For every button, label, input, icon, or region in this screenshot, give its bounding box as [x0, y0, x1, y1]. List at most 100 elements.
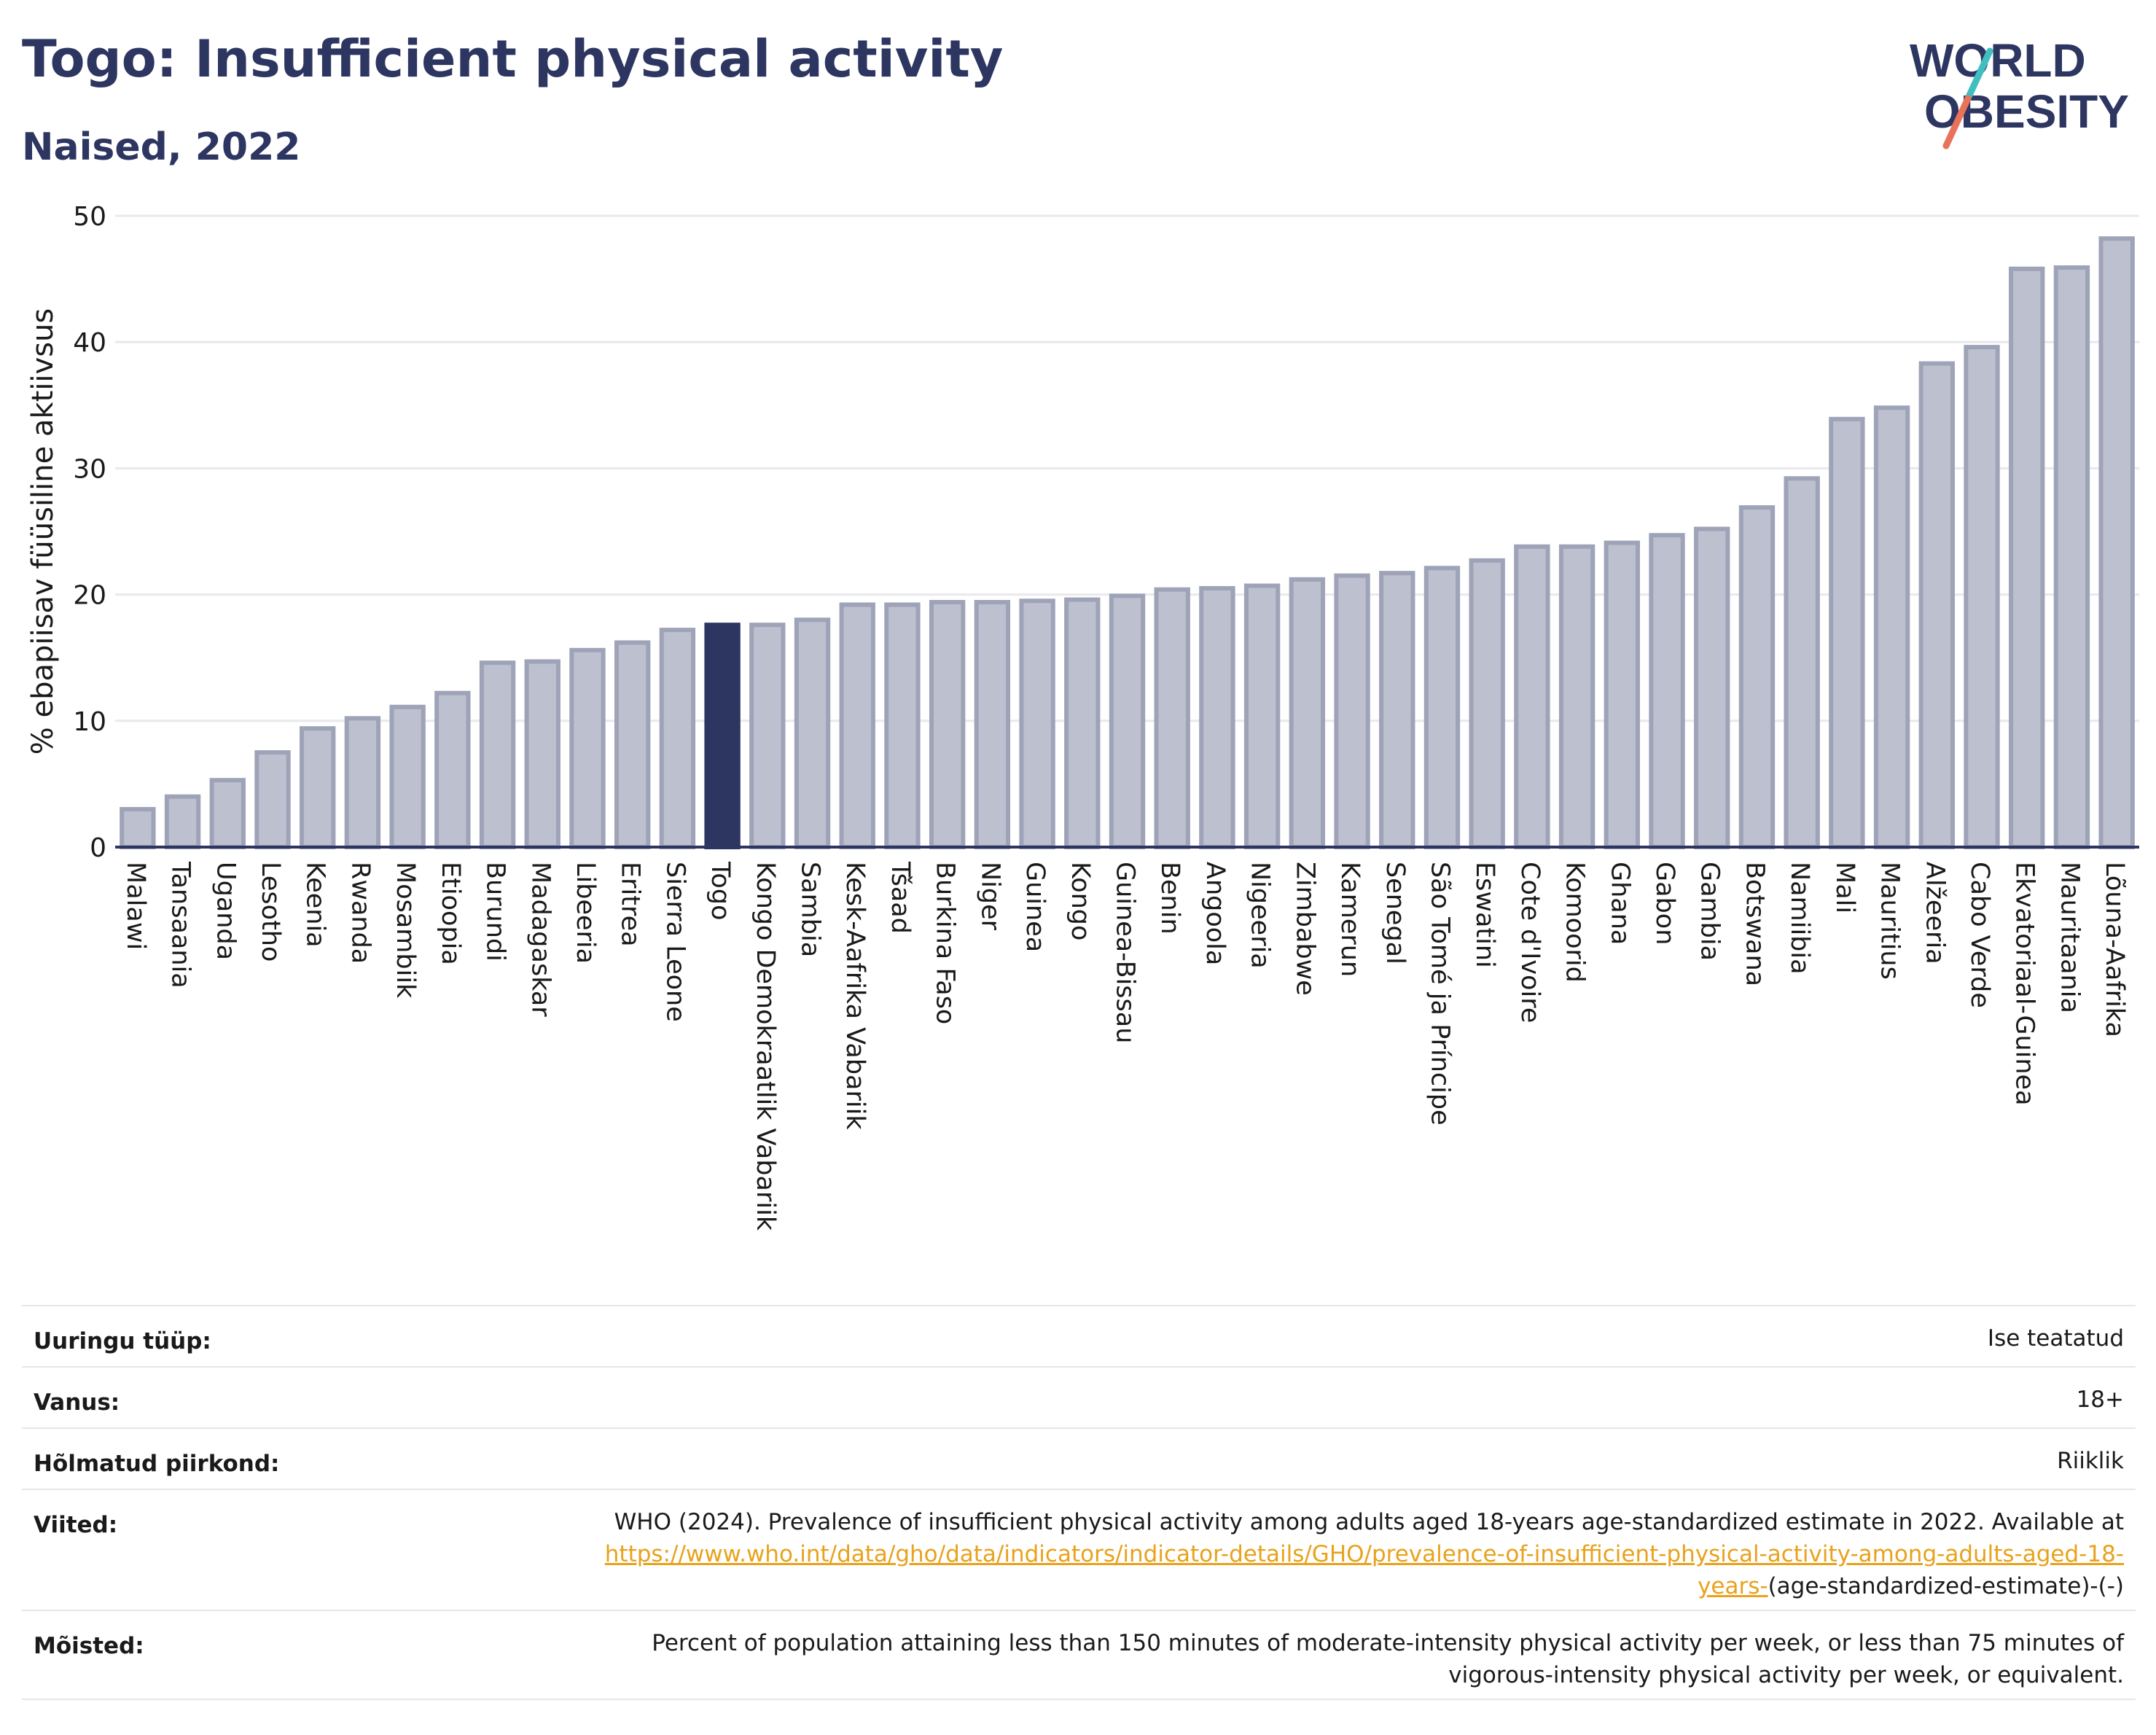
bar — [1964, 345, 2000, 849]
bar — [209, 778, 246, 849]
meta-row-references: Viited: WHO (2024). Prevalence of insuff… — [22, 1489, 2136, 1610]
x-tick-label: Sierra Leone — [660, 862, 690, 1022]
meta-value: WHO (2024). Prevalence of insufficient p… — [544, 1506, 2124, 1602]
x-tick-label: Niger — [975, 862, 1004, 931]
bar — [1469, 558, 1505, 849]
bar — [344, 716, 381, 849]
meta-value: 18+ — [2076, 1387, 2124, 1413]
y-axis-ticks: 0 10 20 30 40 50 — [73, 202, 106, 863]
x-tick-label: Zimbabwe — [1290, 862, 1319, 996]
x-tick-label: Nigeeria — [1246, 862, 1275, 969]
bar — [1738, 505, 1776, 849]
bar — [614, 640, 651, 850]
bar — [389, 704, 426, 849]
bar — [1514, 544, 1550, 849]
y-axis-label: % ebapiisav füüsiline aktiivsus — [26, 308, 60, 755]
meta-value: Percent of population attaining less tha… — [652, 1630, 2124, 1688]
metadata-table: Uuringu tüüp: Ise teatatud Vanus: 18+ Hõ… — [22, 1305, 2136, 1700]
bar — [120, 807, 156, 850]
reference-suffix: (age-standardized-estimate)-(-) — [1768, 1573, 2124, 1599]
x-tick-label: Cabo Verde — [1965, 862, 1994, 1008]
bar — [1649, 533, 1685, 849]
x-tick-label: Uganda — [211, 862, 240, 960]
bar-highlight — [704, 623, 741, 850]
bars — [120, 236, 2135, 850]
y-tick-label: 50 — [73, 202, 106, 232]
x-tick-label: Benin — [1155, 862, 1184, 935]
x-tick-label: Gambia — [1695, 862, 1725, 961]
bar — [479, 660, 516, 849]
reference-text: WHO (2024). Prevalence of insufficient p… — [614, 1509, 2124, 1535]
meta-label: Viited: — [34, 1512, 118, 1538]
meta-row-age: Vanus: 18+ — [22, 1366, 2136, 1427]
meta-label: Uuringu tüüp: — [34, 1328, 211, 1354]
x-tick-label: Burkina Faso — [931, 862, 960, 1024]
x-tick-label: Mauritaania — [2055, 862, 2084, 1013]
bar — [164, 794, 201, 849]
bar — [2009, 266, 2045, 849]
x-tick-label: Eswatini — [1470, 862, 1499, 968]
x-tick-label: Botswana — [1740, 862, 1769, 986]
x-tick-label: Sambia — [796, 862, 825, 957]
bar — [1199, 585, 1235, 849]
x-tick-label: Togo — [706, 861, 735, 920]
bar — [2053, 265, 2090, 849]
meta-value: Ise teatatud — [1987, 1325, 2124, 1352]
bar — [1558, 544, 1595, 849]
x-axis-labels: Malawi Tansaania Uganda Lesotho Keenia Rwanda… — [121, 861, 2129, 1231]
meta-label: Mõisted: — [34, 1633, 144, 1659]
x-tick-label: Tansaania — [166, 861, 195, 989]
x-tick-label: Gabon — [1650, 862, 1679, 945]
y-tick-label: 30 — [73, 454, 106, 484]
bar — [569, 647, 606, 849]
bar — [1694, 526, 1730, 849]
x-tick-label: Tšaad — [886, 861, 915, 934]
bar — [839, 602, 875, 849]
meta-label: Hõlmatud piirkond: — [34, 1451, 280, 1477]
x-tick-label: São Tomé ja Príncipe — [1425, 862, 1454, 1126]
logo-slash-teal — [1964, 47, 1993, 102]
bar — [1873, 405, 1910, 849]
bar-chart: 0 10 20 30 40 50 Malawi Tansaania Uganda Lesotho… — [26, 202, 2139, 1231]
bar — [1918, 361, 1955, 850]
x-tick-label: Madagaskar — [526, 862, 555, 1017]
x-tick-label: Etioopia — [436, 862, 465, 965]
bar — [1154, 587, 1190, 849]
x-tick-label: Guinea-Bissau — [1111, 862, 1140, 1043]
bar — [300, 726, 336, 850]
bar — [1109, 593, 1146, 849]
x-tick-label: Mali — [1830, 862, 1859, 913]
bar — [884, 602, 921, 849]
x-tick-label: Eritrea — [616, 862, 645, 947]
y-tick-label: 0 — [90, 833, 106, 863]
reference-link[interactable]: https://www.who.int/data/gho/data/indica… — [604, 1541, 2124, 1599]
x-tick-label: Libeeria — [571, 862, 600, 964]
y-tick-label: 20 — [73, 581, 106, 611]
x-tick-label: Keenia — [301, 862, 330, 948]
chart-subtitle: Naised, 2022 — [22, 125, 301, 169]
meta-row-survey-type: Uuringu tüüp: Ise teatatud — [22, 1305, 2136, 1366]
x-tick-label: Kesk-Aafrika Vabariik — [840, 862, 870, 1130]
meta-row-coverage: Hõlmatud piirkond: Riiklik — [22, 1427, 2136, 1489]
meta-row-definitions: Mõisted: Percent of population attaining… — [22, 1610, 2136, 1700]
y-tick-label: 10 — [73, 707, 106, 737]
x-tick-label: Senegal — [1380, 862, 1410, 964]
x-tick-label: Malawi — [121, 862, 150, 950]
x-tick-label: Rwanda — [345, 862, 375, 964]
bar — [1829, 416, 1865, 849]
x-tick-label: Burundi — [481, 862, 510, 962]
x-tick-label: Komoorid — [1561, 862, 1590, 983]
x-tick-label: Kamerun — [1335, 862, 1364, 977]
logo-word-world: WORLD — [1910, 34, 2086, 87]
bar — [254, 750, 291, 849]
x-tick-label: Mauritius — [1875, 862, 1905, 980]
bar — [749, 623, 786, 850]
bar — [974, 599, 1011, 849]
bar — [1784, 476, 1820, 849]
bar — [929, 599, 966, 849]
bar — [1334, 573, 1370, 849]
x-tick-label: Alžeeria — [1920, 862, 1949, 964]
world-obesity-logo: WORLD OBESITY — [1910, 34, 2129, 149]
x-tick-label: Namiibia — [1785, 862, 1814, 975]
bar — [1064, 597, 1101, 849]
